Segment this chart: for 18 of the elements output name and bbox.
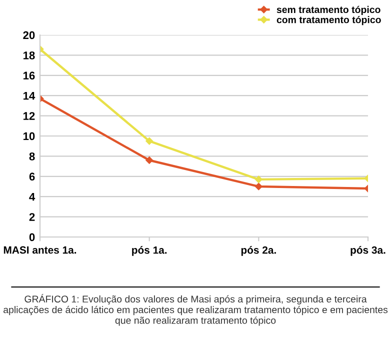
x-tick-label: MASI antes 1a. <box>4 246 76 254</box>
y-tick-label: 2 <box>29 213 35 221</box>
y-tick-label: 16 <box>23 72 35 80</box>
y-tick-label: 14 <box>23 92 36 100</box>
legend-label: sem tratamento tópico <box>276 6 380 15</box>
legend-label: com tratamento tópico <box>276 16 381 26</box>
y-tick-label: 6 <box>29 172 35 181</box>
text: GRÁFICO 1: Evolução dos valores de Masi após a primeira, segunda e terceira aplicações de ácido lático em pacientes que realizaram tratamento tópico e em pacientes que não realizaram tratamento tópico <box>4 294 388 326</box>
x-tick-label: pós 2a. <box>241 246 276 256</box>
y-tick-label: 10 <box>23 132 35 140</box>
x-tick-label: pós 1a. <box>132 246 167 256</box>
y-tick-label: 0 <box>29 233 35 242</box>
x-tick-label: pós 3a. <box>350 246 386 256</box>
y-tick-label: 18 <box>23 51 35 60</box>
y-tick-label: 4 <box>29 192 36 201</box>
y-tick-label: 20 <box>23 31 35 40</box>
y-tick-label: 12 <box>23 112 35 120</box>
y-tick-label: 8 <box>29 152 35 160</box>
